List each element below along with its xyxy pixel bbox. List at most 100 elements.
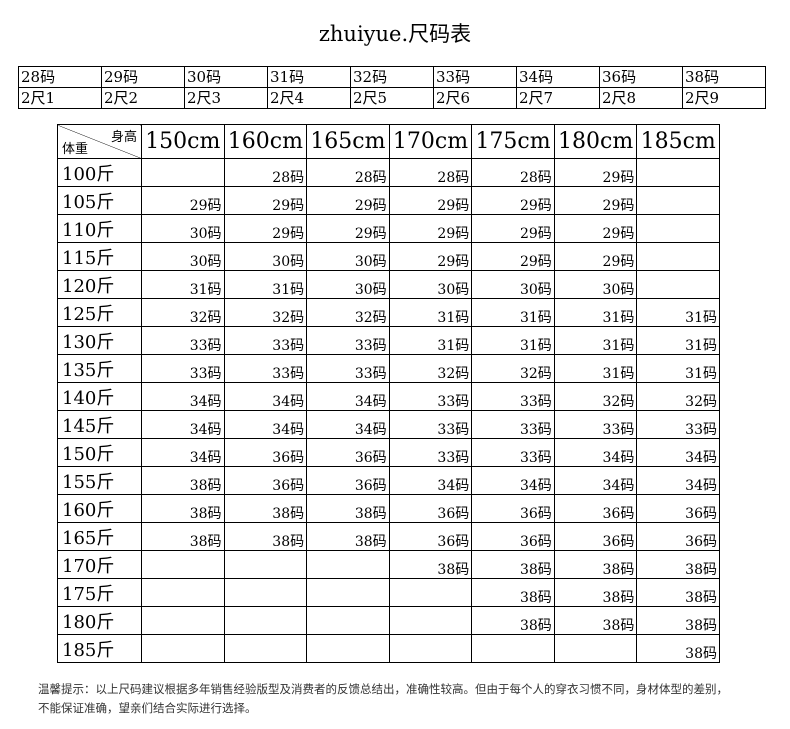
cell: 36码	[223, 466, 308, 495]
cell: 2尺4	[267, 87, 351, 109]
cell: 36码	[388, 494, 473, 523]
cell: 2尺5	[350, 87, 434, 109]
cell: 29码	[553, 242, 638, 271]
cell: 29码	[553, 214, 638, 243]
row-header: 125斤	[57, 298, 142, 327]
cell	[388, 634, 473, 663]
cell: 34码	[141, 438, 225, 467]
row: 110斤 30码 29码 29码 29码 29码 29码	[57, 214, 720, 243]
cell	[141, 550, 225, 579]
row: 115斤 30码 30码 30码 29码 29码 29码	[57, 242, 720, 271]
note-line: 不能保证准确，望亲们结合实际进行选择。	[38, 701, 257, 715]
row: 185斤 38码	[57, 634, 720, 663]
cell: 34码	[636, 438, 720, 467]
cell: 32码	[141, 298, 225, 327]
cell: 32码	[471, 354, 555, 383]
row-header: 105斤	[57, 186, 142, 215]
cell: 31码	[636, 354, 720, 383]
cell: 38码	[141, 466, 225, 495]
note-line: 温馨提示：以上尺码建议根据多年销售经验版型及消费者的反馈总结出，准确性较高。但由…	[38, 682, 728, 696]
cell: 33码	[388, 382, 473, 411]
cell: 34码	[388, 466, 473, 495]
cell: 33码	[306, 354, 390, 383]
cell: 36码	[471, 494, 555, 523]
column-header: 160cm	[223, 124, 308, 159]
size-table: 28码 29码 30码 31码 32码 33码 34码 36码 38码 2尺1 2尺2 2尺3 2尺4 2…	[18, 66, 766, 109]
note: 温馨提示：以上尺码建议根据多年销售经验版型及消费者的反馈总结出，准确性较高。但由…	[38, 680, 728, 718]
cell: 31码	[388, 326, 473, 355]
cell: 36码	[388, 522, 473, 551]
row-header: 165斤	[57, 522, 142, 551]
header-row: 身高 体重 150cm 160cm 165cm 170cm 175cm 180cm 185cm	[57, 124, 720, 159]
cell: 29码	[388, 186, 473, 215]
cell: 2尺7	[516, 87, 600, 109]
row: 170斤 38码 38码 38码 38码	[57, 550, 720, 579]
column-header: 150cm	[141, 124, 225, 159]
cell: 2尺2	[101, 87, 185, 109]
size-chart: 身高 体重 150cm 160cm 165cm 170cm 175cm 180cm 185cm 1…	[57, 124, 720, 663]
cell	[636, 186, 720, 215]
cell: 38码	[471, 578, 555, 607]
row: 150斤 34码 36码 36码 33码 33码 34码 34码	[57, 438, 720, 467]
row: 120斤 31码 31码 30码 30码 30码 30码	[57, 270, 720, 299]
cell: 38码	[471, 606, 555, 635]
cell: 32码	[306, 298, 390, 327]
cell: 31码	[388, 298, 473, 327]
row-header: 130斤	[57, 326, 142, 355]
row: 130斤 33码 33码 33码 31码 31码 31码 31码	[57, 326, 720, 355]
cell: 28码	[223, 158, 308, 187]
row-header: 150斤	[57, 438, 142, 467]
cell: 33码	[388, 438, 473, 467]
cell: 31码	[636, 326, 720, 355]
row-header: 180斤	[57, 606, 142, 635]
cell: 31码	[267, 66, 351, 88]
cell: 36码	[553, 522, 638, 551]
cell: 34码	[141, 382, 225, 411]
cell: 36码	[636, 494, 720, 523]
row: 100斤 28码 28码 28码 28码 29码	[57, 158, 720, 187]
cell: 29码	[306, 186, 390, 215]
row-header: 175斤	[57, 578, 142, 607]
cell: 38码	[682, 66, 766, 88]
cell: 38码	[636, 634, 720, 663]
cell: 33码	[141, 354, 225, 383]
cell	[306, 578, 390, 607]
row: 160斤 38码 38码 38码 36码 36码 36码 36码	[57, 494, 720, 523]
corner-top: 身高	[110, 130, 137, 145]
cell	[636, 270, 720, 299]
cell: 36码	[306, 466, 390, 495]
cell: 33码	[471, 382, 555, 411]
cell: 38码	[141, 494, 225, 523]
cell: 2尺8	[599, 87, 683, 109]
row-header: 145斤	[57, 410, 142, 439]
row-header: 170斤	[57, 550, 142, 579]
row: 145斤 34码 34码 34码 33码 33码 33码 33码	[57, 410, 720, 439]
cell: 38码	[388, 550, 473, 579]
cell: 33码	[141, 326, 225, 355]
cell: 33码	[388, 410, 473, 439]
column-header: 170cm	[388, 124, 473, 159]
column-header: 165cm	[306, 124, 390, 159]
cell: 34码	[553, 466, 638, 495]
corner-bottom: 体重	[62, 142, 89, 157]
cell	[553, 634, 638, 663]
row: 155斤 38码 36码 36码 34码 34码 34码 34码	[57, 466, 720, 495]
cell: 38码	[636, 578, 720, 607]
cell: 38码	[306, 494, 390, 523]
title: zhuiyue.尺码表	[318, 22, 472, 46]
cell	[388, 578, 473, 607]
cell	[141, 158, 225, 187]
cell	[471, 634, 555, 663]
cell	[306, 550, 390, 579]
cell: 33码	[433, 66, 517, 88]
cell: 36码	[223, 438, 308, 467]
cell	[636, 214, 720, 243]
cell: 36码	[636, 522, 720, 551]
cell: 28码	[18, 66, 102, 88]
cell: 30码	[141, 214, 225, 243]
cell: 38码	[553, 578, 638, 607]
cell: 38码	[636, 550, 720, 579]
row-header: 160斤	[57, 494, 142, 523]
cell: 2尺1	[18, 87, 102, 109]
